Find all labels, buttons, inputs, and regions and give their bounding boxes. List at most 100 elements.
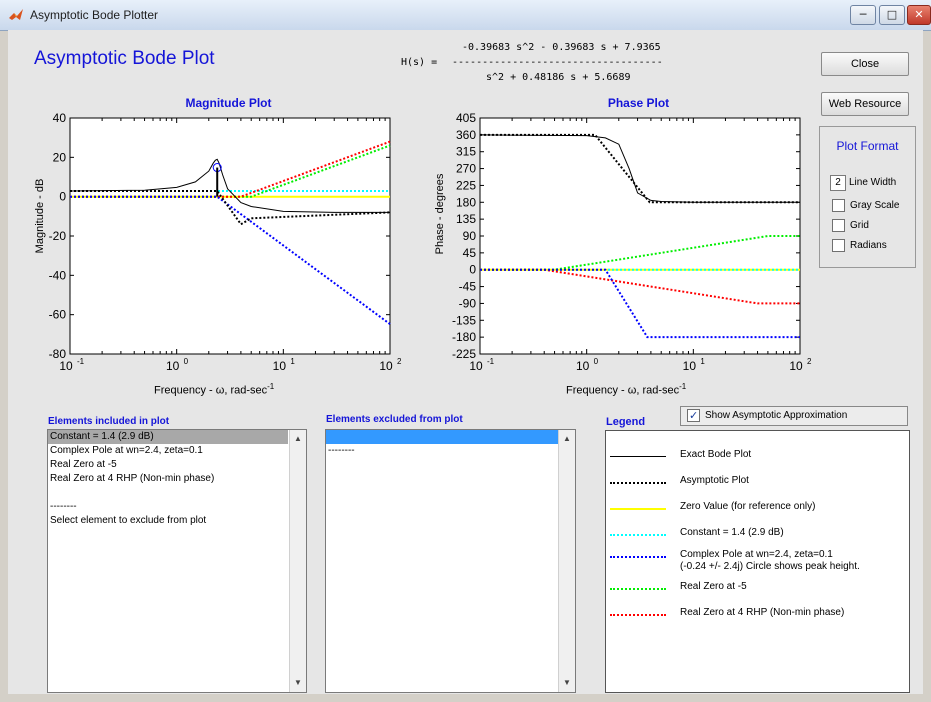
y-tick-label: 0 xyxy=(469,263,476,277)
y-tick-label: 180 xyxy=(456,195,476,209)
y-tick-label: 360 xyxy=(456,128,476,142)
y-tick-label: 0 xyxy=(59,190,66,204)
legend-line-swatch xyxy=(610,556,666,558)
radians-checkbox[interactable]: Radians xyxy=(832,239,887,252)
y-tick-label: -90 xyxy=(459,296,477,310)
legend-line-swatch xyxy=(610,614,666,616)
y-tick-label: 135 xyxy=(456,212,476,226)
y-tick-label: -80 xyxy=(49,347,67,361)
excluded-scrollbar[interactable]: ▲ ▼ xyxy=(558,430,575,692)
legend-label: Legend xyxy=(606,416,646,428)
phase-ylabel: Phase - degrees xyxy=(434,173,446,255)
excluded-list-item[interactable]: -------- xyxy=(328,445,355,456)
x-tick-label: 10 xyxy=(166,359,180,373)
maximize-button[interactable]: □ xyxy=(879,5,905,25)
legend-line-swatch xyxy=(610,534,666,536)
legend-entry-sublabel: (-0.24 +/- 2.4j) Circle shows peak heigh… xyxy=(680,561,860,572)
x-tick-exponent: 2 xyxy=(397,357,402,366)
checkbox-icon xyxy=(832,239,845,252)
y-tick-label: 20 xyxy=(53,150,67,164)
x-tick-exponent: 1 xyxy=(700,357,705,366)
included-label: Elements included in plot xyxy=(48,416,170,427)
x-tick-label: 10 xyxy=(469,359,483,373)
x-tick-exponent: 1 xyxy=(290,357,295,366)
y-tick-label: -225 xyxy=(452,347,476,361)
x-tick-label: 10 xyxy=(379,359,393,373)
plot-area xyxy=(479,117,801,355)
included-list-item[interactable]: Real Zero at 4 RHP (Non-min phase) xyxy=(50,473,215,484)
legend-line-swatch xyxy=(610,508,666,510)
close-button[interactable]: Close xyxy=(821,52,909,76)
y-tick-label: -20 xyxy=(49,229,67,243)
show-asymptotic-checkbox[interactable]: Show Asymptotic Approximation xyxy=(680,406,908,426)
excluded-label: Elements excluded from plot xyxy=(326,414,463,425)
minimize-button[interactable]: ─ xyxy=(850,5,876,25)
scroll-up-icon[interactable]: ▲ xyxy=(563,434,571,443)
figure-client-area: Asymptotic Bode Plot -0.39683 s^2 - 0.39… xyxy=(8,30,923,694)
scroll-down-icon[interactable]: ▼ xyxy=(563,678,571,687)
x-tick-exponent: 0 xyxy=(184,357,189,366)
phase-xlabel: Frequency - ω, rad-sec-1 xyxy=(566,382,687,397)
scroll-down-icon[interactable]: ▼ xyxy=(294,678,302,687)
matlab-logo-icon xyxy=(9,9,23,20)
included-list-item[interactable]: Real Zero at -5 xyxy=(50,459,117,470)
plot-format-title: Plot Format xyxy=(836,139,899,153)
y-tick-label: -45 xyxy=(459,280,477,294)
line-width-input[interactable]: 2 xyxy=(830,175,846,191)
plot-area xyxy=(69,117,391,355)
legend-entry-label: Real Zero at -5 xyxy=(680,581,747,592)
y-tick-label: 90 xyxy=(463,229,477,243)
tf-bar: ----------------------------------- xyxy=(452,57,663,68)
x-tick-exponent: -1 xyxy=(487,357,495,366)
magnitude-plot-title: Magnitude Plot xyxy=(185,96,272,110)
legend-entry-label: Constant = 1.4 (2.9 dB) xyxy=(680,527,784,538)
legend-line-swatch xyxy=(610,588,666,590)
included-list-item[interactable]: Constant = 1.4 (2.9 dB) xyxy=(48,430,288,444)
legend-line-swatch xyxy=(610,456,666,457)
checkbox-checked-icon xyxy=(687,407,700,425)
x-tick-label: 10 xyxy=(59,359,73,373)
legend-entry-label: Real Zero at 4 RHP (Non-min phase) xyxy=(680,607,845,618)
legend-entry-label: Exact Bode Plot xyxy=(680,449,752,460)
x-tick-label: 10 xyxy=(273,359,287,373)
close-window-button[interactable]: ✕ xyxy=(907,5,931,25)
window-titlebar: Asymptotic Bode Plotter ─ □ ✕ xyxy=(0,0,931,31)
tf-denominator: s^2 + 0.48186 s + 5.6689 xyxy=(486,72,631,83)
y-tick-label: 315 xyxy=(456,145,476,159)
web-resource-button[interactable]: Web Resource xyxy=(821,92,909,116)
series-line-asymptotic-plot xyxy=(480,133,800,204)
scroll-up-icon[interactable]: ▲ xyxy=(294,434,302,443)
included-list-item[interactable]: Complex Pole at wn=2.4, zeta=0.1 xyxy=(50,445,203,456)
y-tick-label: -180 xyxy=(452,330,476,344)
included-scrollbar[interactable]: ▲ ▼ xyxy=(289,430,306,692)
y-tick-label: 45 xyxy=(463,246,477,260)
y-tick-label: 40 xyxy=(53,111,67,125)
window-title: Asymptotic Bode Plotter xyxy=(30,8,159,22)
y-tick-label: -135 xyxy=(452,313,476,327)
excluded-listbox[interactable]: -------- ▲ ▼ xyxy=(325,429,576,693)
series-line-exact-bode-plot xyxy=(69,158,390,213)
tf-label: H(s) = xyxy=(401,57,438,68)
x-tick-label: 10 xyxy=(789,359,803,373)
tf-numerator: -0.39683 s^2 - 0.39683 s + 7.9365 xyxy=(462,42,661,53)
magnitude-ylabel: Magnitude - dB xyxy=(34,178,46,254)
excluded-list-item[interactable] xyxy=(326,430,566,444)
y-tick-label: 225 xyxy=(456,178,476,192)
magnitude-xlabel: Frequency - ω, rad-sec-1 xyxy=(154,382,275,397)
y-tick-label: 270 xyxy=(456,162,476,176)
y-tick-label: -40 xyxy=(49,268,67,282)
page-title: Asymptotic Bode Plot xyxy=(34,48,215,69)
included-list-item[interactable] xyxy=(48,486,288,500)
legend-entry-label: Zero Value (for reference only) xyxy=(680,501,816,512)
line-width-label: Line Width xyxy=(849,177,897,188)
gray-scale-checkbox[interactable]: Gray Scale xyxy=(832,199,899,212)
x-tick-label: 10 xyxy=(683,359,697,373)
phase-plot: 405 360 315 270 225 180 135 90 45 0 -45 -90 -135 -180… xyxy=(452,111,812,373)
included-list-item[interactable]: -------- xyxy=(50,501,77,512)
grid-checkbox[interactable]: Grid xyxy=(832,219,869,232)
checkbox-icon xyxy=(832,199,845,212)
legend-entry-label: Asymptotic Plot xyxy=(680,475,749,486)
included-listbox[interactable]: Constant = 1.4 (2.9 dB) Complex Pole at w… xyxy=(47,429,307,693)
included-list-item[interactable]: Select element to exclude from plot xyxy=(50,515,207,526)
